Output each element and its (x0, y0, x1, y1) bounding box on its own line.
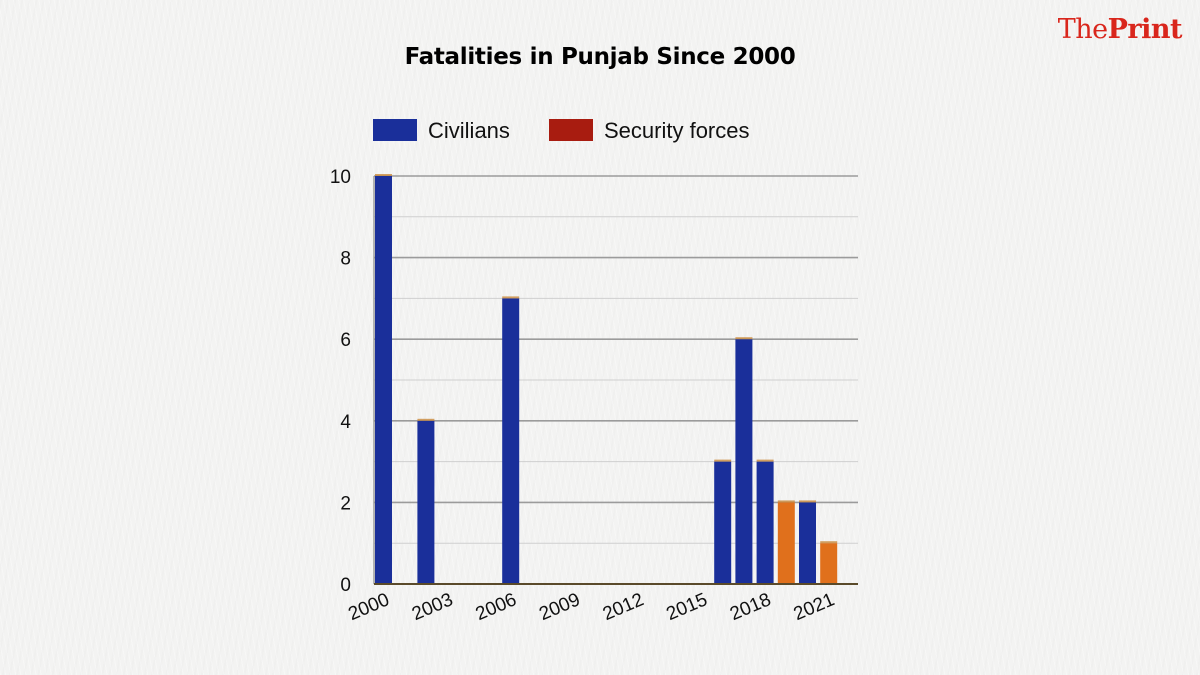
bar-cap (502, 296, 520, 299)
bar-cap (777, 500, 795, 503)
bar-cap (799, 500, 816, 503)
bar-cap (375, 174, 392, 176)
x-tick-label: 2021 (791, 589, 838, 625)
x-tick-label: 2006 (473, 589, 520, 625)
bar-civilians-2020 (799, 502, 816, 584)
bar-other-2021 (820, 543, 838, 584)
y-tick-label: 0 (340, 575, 351, 596)
legend-swatch-security-forces (549, 119, 593, 141)
bar-civilians-2018 (756, 461, 774, 584)
bar-cap (735, 337, 753, 340)
legend-label: Civilians (428, 118, 510, 143)
bar-civilians-2000 (375, 176, 392, 584)
x-tick-label: 2018 (727, 589, 774, 625)
bar-cap (756, 459, 774, 462)
x-tick-label: 2000 (345, 589, 392, 625)
x-tick-label: 2003 (409, 589, 456, 625)
legend-swatch-civilians (373, 119, 417, 141)
y-tick-label: 4 (340, 412, 351, 433)
y-tick-label: 2 (340, 493, 351, 514)
bar-other-2019 (777, 502, 795, 584)
bars (375, 174, 838, 584)
y-tick-label: 6 (340, 330, 351, 351)
legend-label: Security forces (604, 118, 750, 143)
legend: Civilians Security forces (373, 118, 750, 143)
x-tick-label: 2015 (663, 589, 710, 625)
theprint-logo: ThePrint (1057, 14, 1183, 45)
bar-cap (417, 418, 435, 421)
chart-title: Fatalities in Punjab Since 2000 (404, 44, 796, 70)
bar-civilians-2006 (502, 298, 520, 584)
bar-civilians-2002 (417, 420, 435, 584)
y-tick-label: 8 (340, 249, 351, 270)
x-tick-label: 2012 (600, 589, 647, 625)
bar-civilians-2017 (735, 339, 753, 584)
bar-cap (820, 541, 838, 544)
y-tick-label: 10 (330, 167, 351, 188)
x-tick-label: 2009 (536, 589, 583, 625)
bar-civilians-2016 (714, 461, 732, 584)
bar-cap (714, 459, 732, 462)
grid-lines (374, 175, 858, 544)
